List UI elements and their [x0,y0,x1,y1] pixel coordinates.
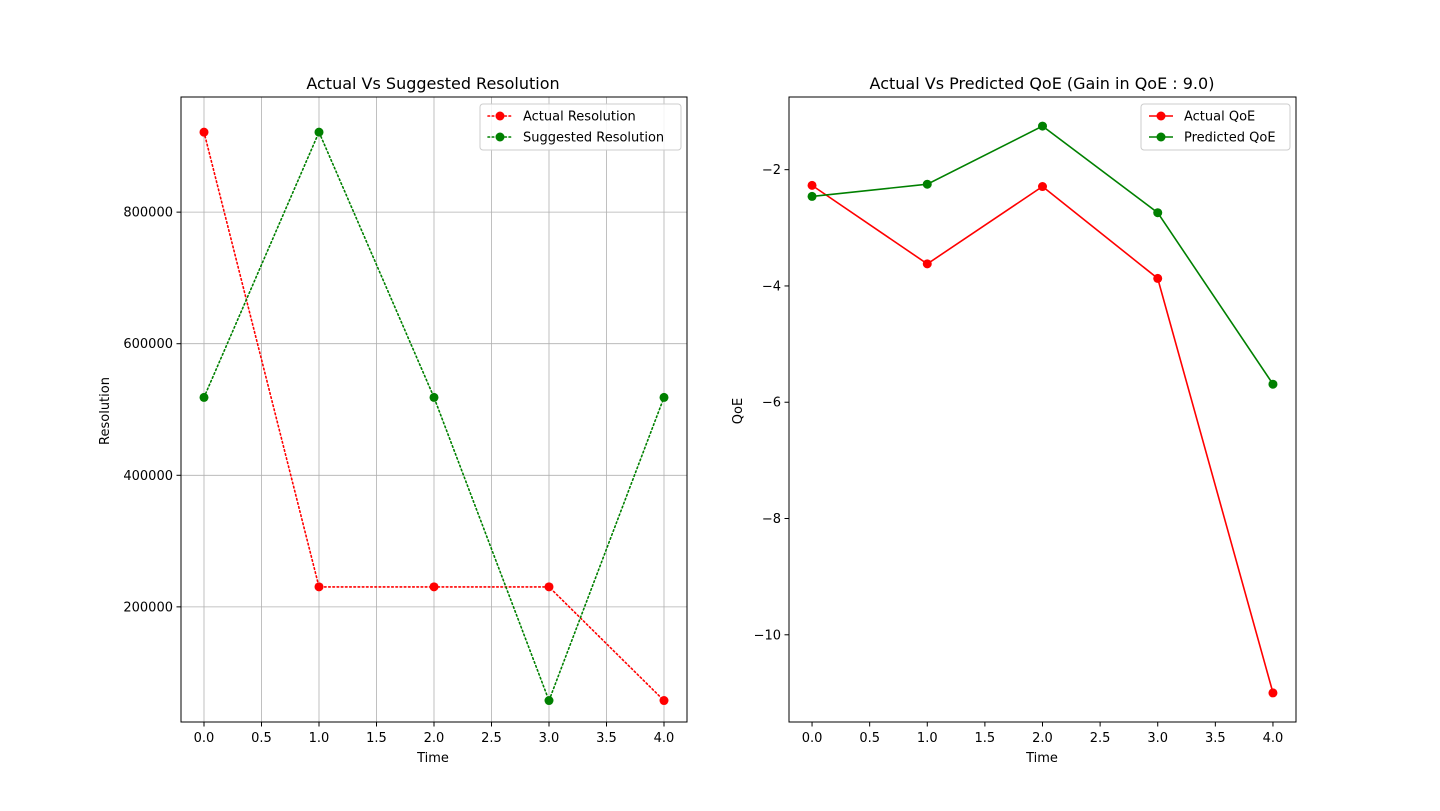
data-point [429,392,439,402]
data-point [922,179,932,189]
x-tick-label: 2.5 [481,731,502,746]
x-tick-label: 3.0 [539,731,560,746]
y-tick-label: −6 [762,396,781,411]
data-point [807,180,817,190]
data-point [314,127,324,137]
y-tick-label: −8 [762,512,781,527]
legend-label: Predicted QoE [1184,131,1276,146]
x-tick-label: 4.0 [1263,731,1284,746]
x-tick-label: 4.0 [654,731,675,746]
data-point [1268,688,1278,698]
plot-area: 0.0 0.5 1.0 1.5 2.0 2.5 3.0 3.5 4.0 200000 400000 6… [123,96,688,746]
data-point [199,392,209,402]
y-tick-label: 800000 [123,206,173,221]
data-point [1153,273,1163,283]
data-point [659,696,669,706]
data-point [429,582,439,592]
x-tick-label: 1.5 [975,731,996,746]
data-point [807,191,817,201]
legend-label: Actual Resolution [523,110,636,125]
plot-area: 0.0 0.5 1.0 1.5 2.0 2.5 3.0 3.5 4.0 −10 −8 −6 −4 −2 Ac… [754,96,1297,746]
y-tick-label: −4 [762,279,781,294]
y-tick-label: −10 [754,628,781,643]
chart-title: Actual Vs Predicted QoE (Gain in QoE : 9… [870,74,1215,93]
y-tick-label: 200000 [123,600,173,615]
x-axis-label: Time [1025,751,1058,766]
data-point [544,696,554,706]
chart-resolution: Actual Vs Suggested Resolution Time Reso… [98,74,688,766]
data-point [922,259,932,269]
x-tick-label: 3.0 [1147,731,1168,746]
data-point [1268,379,1278,389]
x-tick-label: 1.5 [366,731,387,746]
x-tick-label: 3.5 [1205,731,1226,746]
data-point [1038,121,1047,131]
data-point [544,582,554,592]
chart-title: Actual Vs Suggested Resolution [306,74,559,93]
legend-box [479,103,682,151]
legend-marker [1156,132,1166,142]
series-line [203,130,665,703]
x-tick-label: 2.5 [1090,731,1111,746]
x-tick-label: 0.0 [802,731,823,746]
data-point [1153,208,1163,218]
y-tick-label: 600000 [123,337,173,352]
legend-marker [1156,111,1166,121]
y-tick-label: 400000 [123,469,173,484]
x-tick-label: 0.5 [251,731,272,746]
chart-qoe: Actual Vs Predicted QoE (Gain in QoE : 9… [731,74,1297,766]
data-point [314,582,324,592]
legend-label: Suggested Resolution [523,131,664,146]
x-tick-label: 2.0 [424,731,445,746]
x-tick-label: 0.5 [859,731,880,746]
legend-marker [495,132,505,142]
data-point [199,127,209,137]
y-axis-label: QoE [731,398,746,424]
legend-marker [495,111,505,121]
data-point [1038,182,1047,192]
y-axis-label: Resolution [98,377,113,445]
x-tick-label: 0.0 [194,731,215,746]
x-tick-label: 3.5 [596,731,617,746]
legend-label: Actual QoE [1184,110,1255,125]
legend-box [1140,103,1291,151]
y-tick-label: −2 [762,163,781,178]
data-point [659,392,669,402]
x-tick-label: 2.0 [1032,731,1053,746]
x-axis-label: Time [416,751,449,766]
x-tick-label: 1.0 [917,731,938,746]
x-tick-label: 1.0 [309,731,330,746]
